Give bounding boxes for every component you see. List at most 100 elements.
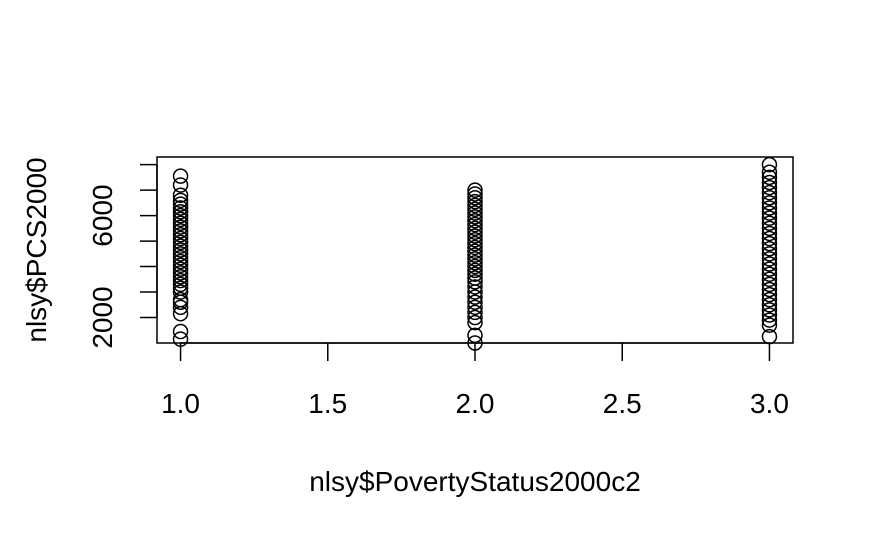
data-point: [467, 258, 483, 275]
data-point: [761, 297, 778, 313]
data-point: [467, 270, 483, 286]
data-point: [761, 205, 778, 221]
data-point: [467, 186, 483, 202]
data-point: [467, 247, 483, 263]
data-point: [172, 230, 189, 247]
x-axis-label: nlsy$PovertyStatus2000c2: [309, 466, 641, 497]
data-point: [761, 286, 778, 303]
data-point: [761, 312, 778, 328]
data-point: [172, 207, 189, 224]
data-point: [172, 192, 189, 209]
data-point: [761, 190, 778, 206]
data-point: [172, 284, 189, 300]
data-point: [467, 201, 483, 217]
data-point: [467, 251, 483, 267]
data-point: [467, 205, 483, 221]
y-tick-label: 6000: [87, 184, 118, 246]
data-point: [467, 279, 483, 295]
data-point: [467, 193, 483, 210]
data-point: [467, 216, 483, 233]
data-point: [467, 232, 483, 248]
data-point: [761, 230, 778, 247]
y-tick-label: 2000: [87, 286, 118, 348]
data-point: [172, 187, 189, 203]
data-point: [172, 242, 189, 258]
data-point: [467, 228, 483, 244]
data-point: [761, 156, 778, 173]
data-point: [172, 261, 189, 277]
data-point: [761, 302, 778, 318]
data-point: [467, 274, 483, 290]
data-point: [761, 174, 778, 191]
data-point: [467, 235, 483, 252]
data-point: [172, 211, 189, 228]
data-point: [467, 309, 483, 326]
x-tick-label: 2.5: [603, 388, 642, 419]
data-point: [761, 317, 778, 333]
data-point: [172, 215, 189, 231]
data-point: [172, 253, 189, 270]
data-point: [172, 257, 189, 274]
data-point: [467, 243, 483, 260]
data-point: [467, 266, 483, 282]
data-point: [172, 272, 189, 289]
data-point: [761, 210, 778, 226]
data-point: [172, 196, 189, 212]
data-point: [467, 220, 483, 237]
data-point: [761, 235, 778, 252]
data-point: [467, 212, 483, 229]
data-point: [467, 190, 483, 206]
data-point: [467, 224, 483, 240]
data-point: [172, 276, 189, 293]
data-point: [761, 291, 778, 308]
data-point: [761, 169, 778, 186]
data-point: [761, 276, 778, 293]
data-point: [172, 291, 189, 308]
data-point: [761, 164, 778, 181]
data-point: [467, 209, 483, 225]
data-point: [761, 195, 778, 211]
data-points: [172, 156, 778, 351]
data-point: [172, 238, 189, 254]
data-point: [172, 168, 189, 184]
data-point: [761, 246, 778, 262]
data-point: [467, 262, 483, 279]
data-point: [172, 323, 189, 340]
data-point: [761, 261, 778, 277]
data-point: [467, 314, 483, 331]
data-point: [761, 281, 778, 298]
data-point: [761, 184, 778, 201]
data-point: [761, 225, 778, 242]
data-point: [467, 239, 483, 256]
data-point: [172, 204, 189, 220]
data-point: [761, 256, 778, 272]
data-point: [761, 240, 778, 257]
x-tick-label: 3.0: [750, 388, 789, 419]
data-point: [172, 219, 189, 235]
data-point: [467, 254, 483, 271]
data-point: [761, 215, 778, 231]
x-tick-label: 1.0: [161, 388, 200, 419]
data-point: [467, 294, 483, 310]
data-point: [172, 246, 189, 262]
data-point: [172, 265, 189, 281]
x-tick-label: 2.0: [456, 388, 495, 419]
data-point: [172, 177, 189, 193]
data-point: [761, 251, 778, 267]
y-axis-label: nlsy$PCS2000: [21, 157, 52, 342]
data-point: [761, 271, 778, 288]
data-point: [172, 200, 189, 216]
data-point: [761, 220, 778, 237]
data-point: [761, 179, 778, 196]
data-point: [467, 289, 483, 305]
y-axis: 2000 6000: [87, 163, 158, 349]
data-point: [761, 200, 778, 216]
data-point: [172, 234, 189, 251]
data-point: [467, 304, 483, 321]
data-point: [467, 182, 483, 198]
data-point: [761, 307, 778, 323]
data-point: [467, 197, 483, 214]
data-point: [172, 280, 189, 296]
data-point: [172, 299, 189, 316]
